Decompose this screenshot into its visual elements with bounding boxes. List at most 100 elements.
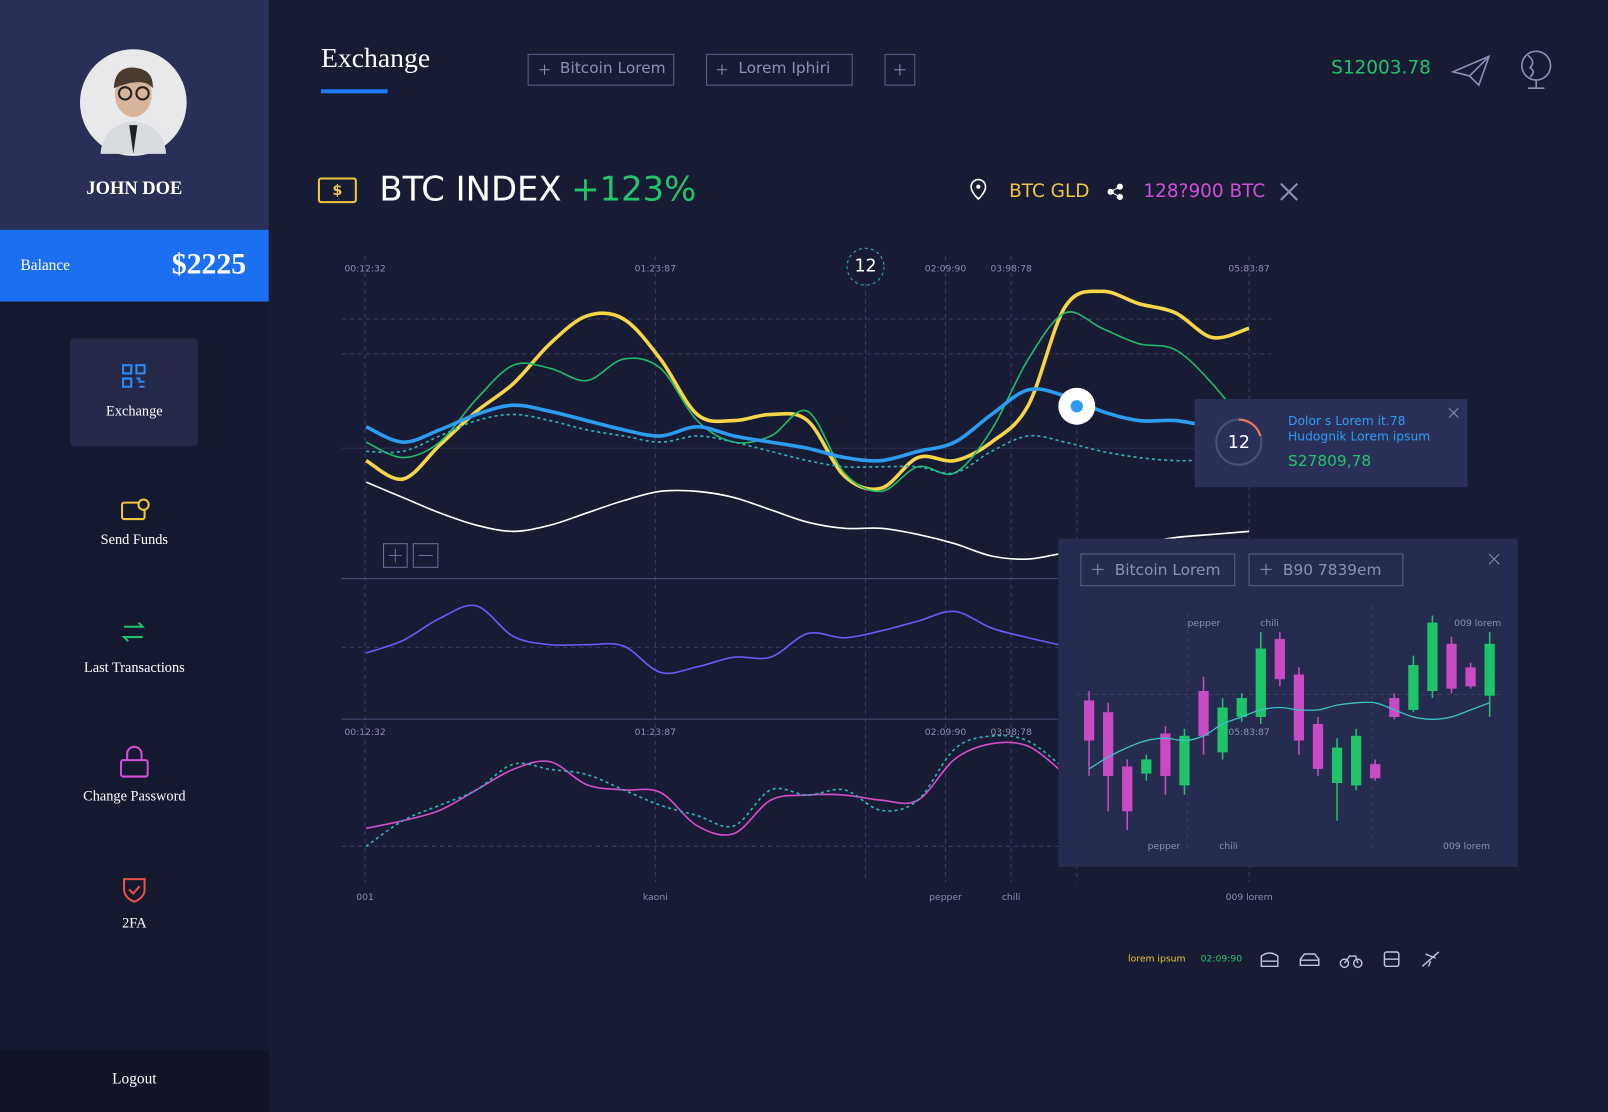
tab[interactable] — [1080, 553, 1236, 587]
candle-body — [1351, 735, 1362, 786]
x-label: 03:98:78 — [990, 263, 1032, 274]
currency-icon — [317, 177, 357, 204]
bottom-label: kaoni — [643, 892, 668, 903]
bottom-label: 001 — [356, 892, 374, 903]
share-icon — [1107, 183, 1123, 201]
transport-icons[interactable] — [1260, 951, 1440, 969]
x-label: 05:83:87 — [1228, 263, 1270, 274]
tooltip-line: Hudognik Lorem ipsum — [1288, 430, 1430, 444]
nav-item[interactable]: Exchange — [106, 404, 163, 420]
globe-icon[interactable] — [1521, 50, 1552, 90]
candle-body — [1408, 665, 1419, 710]
series-line — [365, 289, 1250, 492]
tooltip-count: 12 — [1228, 433, 1250, 453]
panel-label: 009 lorem — [1454, 618, 1501, 629]
candle-body — [1331, 747, 1343, 784]
plus-icon — [716, 64, 728, 75]
hover-dot — [1070, 400, 1083, 413]
panel-label: 009 lorem — [1443, 841, 1490, 852]
candle-body — [1179, 735, 1190, 786]
footer-time: 02:09:90 — [1201, 954, 1243, 965]
candle-body — [1217, 707, 1228, 753]
transactions-icon — [121, 621, 146, 642]
add-tab[interactable] — [884, 53, 916, 86]
series-line — [365, 604, 1066, 675]
tab-label[interactable]: Bitcoin Lorem — [560, 59, 666, 77]
tab[interactable] — [527, 53, 675, 86]
x-label: 02:09:90 — [925, 727, 967, 738]
index-change: +123% — [571, 169, 696, 208]
x-label: 03:98:78 — [990, 727, 1032, 738]
candle-body — [1293, 674, 1305, 741]
candle-body — [1484, 643, 1495, 696]
zoom-buttons[interactable] — [383, 543, 439, 568]
nav-item[interactable]: Last Transactions — [84, 660, 185, 676]
index-title: BTC INDEX — [379, 169, 561, 208]
tab[interactable] — [1248, 553, 1404, 587]
panel-grid — [1076, 605, 1503, 852]
plus-icon — [894, 64, 906, 76]
location-dot — [976, 184, 981, 189]
balance-bar — [0, 229, 269, 302]
x-label: 00:12:32 — [344, 263, 385, 274]
candle-body — [1427, 622, 1438, 691]
account-balance: S12003.78 — [1331, 58, 1431, 79]
avatar-glasses — [117, 86, 150, 101]
candle-body — [1236, 698, 1247, 717]
title-underline — [320, 89, 388, 94]
location-icon — [970, 178, 987, 201]
balance-value: $2225 — [172, 248, 246, 281]
series-line — [365, 734, 1066, 847]
tab-label[interactable]: Lorem Iphiri — [738, 59, 830, 77]
nav-item[interactable]: Change Password — [83, 788, 185, 804]
2fa-icon — [123, 878, 146, 903]
plus-icon — [1092, 563, 1104, 575]
nav-item[interactable]: 2FA — [122, 916, 147, 932]
tooltip — [1194, 399, 1468, 488]
x-label: 01:23:87 — [635, 727, 677, 738]
x-label: 02:09:90 — [925, 263, 967, 274]
page-title: Exchange — [321, 42, 430, 73]
exchange-icon — [122, 364, 146, 388]
trend-line — [1088, 701, 1490, 770]
candle-body — [1198, 690, 1209, 736]
tab[interactable] — [706, 53, 853, 86]
series-line — [366, 413, 1250, 475]
marker-label: 12 — [854, 257, 876, 277]
avatar-hair — [113, 67, 153, 89]
plus-icon — [1260, 563, 1272, 575]
panel-label: pepper — [1148, 841, 1181, 852]
candle-body — [1083, 700, 1095, 741]
series-line — [365, 387, 1250, 463]
bottom-label: pepper — [929, 892, 962, 903]
tooltip-line: Dolor s Lorem it.78 — [1288, 414, 1405, 428]
plus-icon — [539, 64, 550, 75]
candles — [1083, 615, 1495, 831]
location: BTC GLD — [1009, 181, 1089, 202]
bottom-label: chili — [1002, 892, 1021, 903]
logout[interactable]: Logout — [112, 1071, 157, 1088]
tooltip-ring-progress — [1238, 418, 1262, 437]
user-name: JOHN DOE — [86, 178, 182, 198]
footer-label: lorem ipsum — [1128, 954, 1185, 965]
panel-close[interactable] — [1488, 553, 1500, 565]
nav-active — [69, 338, 198, 447]
tooltip-close[interactable] — [1448, 407, 1459, 418]
candle-body — [1312, 724, 1324, 769]
send-icon[interactable] — [1450, 54, 1491, 87]
nav-item[interactable]: Send Funds — [101, 532, 169, 548]
panel-label: chili — [1219, 841, 1238, 852]
send-funds-icon — [121, 498, 150, 521]
close-icon[interactable] — [1280, 182, 1298, 201]
tab-label[interactable]: B90 7839em — [1283, 561, 1382, 579]
candle-body — [1274, 639, 1285, 680]
balance-label: Balance — [21, 257, 71, 274]
candle-body — [1141, 759, 1152, 774]
series-line — [365, 741, 1066, 836]
tab-label[interactable]: Bitcoin Lorem — [1115, 561, 1221, 579]
candle-body — [1103, 712, 1114, 776]
candle-panel — [1058, 538, 1518, 867]
candle-body — [1370, 764, 1381, 779]
